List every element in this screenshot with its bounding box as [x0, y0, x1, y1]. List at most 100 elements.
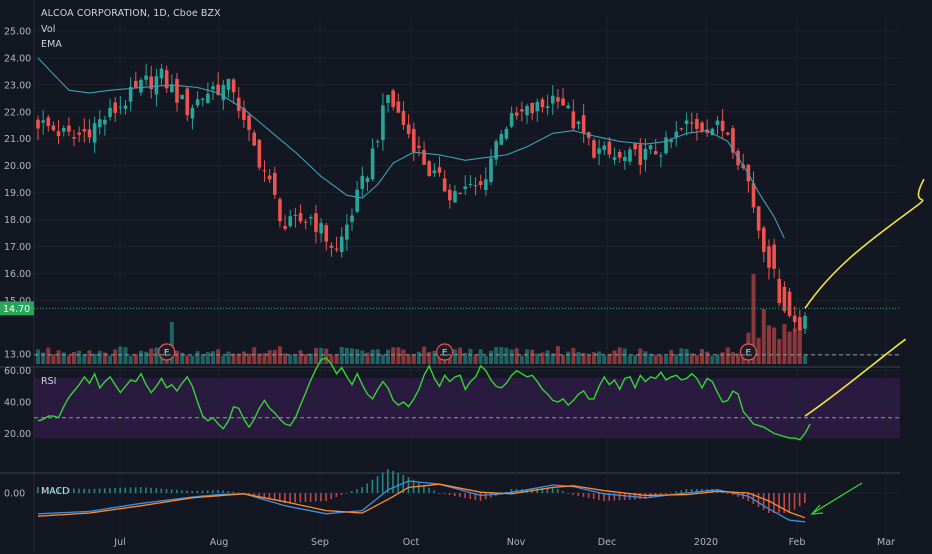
macd-histogram-bar	[103, 488, 106, 493]
candle-body	[520, 109, 524, 112]
volume-bar	[102, 352, 107, 364]
macd-histogram-bar	[289, 493, 291, 503]
volume-bar	[72, 352, 77, 364]
candle-body	[772, 244, 776, 269]
volume-bar	[638, 348, 643, 364]
macd-histogram-bar	[541, 487, 544, 493]
volume-bar	[684, 349, 689, 364]
vol-label: Vol	[41, 24, 56, 35]
volume-bar	[504, 347, 509, 364]
candle-body	[118, 106, 123, 108]
rsi-tick-label: 20.00	[4, 429, 31, 440]
candle-body	[442, 178, 447, 192]
volume-bar	[561, 354, 566, 364]
candle-body	[633, 143, 637, 150]
macd-histogram-bar	[670, 492, 672, 494]
macd-histogram-bar	[603, 493, 605, 501]
macd-histogram-bar	[129, 487, 132, 493]
volume-bar	[344, 347, 349, 364]
volume-bar	[468, 348, 473, 364]
macd-histogram-bar	[695, 489, 698, 493]
candle-body	[350, 215, 354, 222]
candle-body	[653, 151, 658, 155]
volume-bar	[427, 351, 432, 364]
volume-bar	[51, 354, 56, 364]
volume-bar	[319, 348, 324, 364]
volume-bar	[401, 349, 406, 364]
macd-histogram-bar	[618, 493, 621, 501]
macd-histogram-bar	[294, 493, 296, 503]
volume-bar	[715, 354, 720, 364]
macd-histogram-bar	[212, 490, 214, 493]
candle-body	[427, 161, 432, 177]
y-tick-label: 23.00	[4, 80, 31, 91]
macd-histogram-bar	[387, 469, 389, 493]
candle-body	[36, 119, 40, 129]
candle-body	[638, 144, 643, 165]
candle-body	[669, 139, 673, 142]
volume-bar	[622, 348, 627, 364]
macd-histogram-bar	[484, 493, 487, 500]
candle-body	[272, 172, 277, 195]
macd-histogram-bar	[273, 493, 276, 501]
volume-bar	[664, 355, 669, 364]
earnings-marker	[739, 343, 757, 361]
volume-bar	[231, 353, 236, 364]
macd-histogram-bar	[155, 488, 157, 493]
macd-histogram-bar	[438, 493, 441, 494]
macd-histogram-bar	[556, 489, 559, 493]
candle-body	[139, 79, 143, 93]
candle-body	[185, 88, 190, 116]
macd-histogram-bar	[407, 477, 410, 493]
candle-body	[731, 128, 735, 153]
y-tick-label: 17.00	[4, 242, 31, 253]
macd-histogram-bar	[67, 488, 70, 493]
candle-body	[545, 106, 550, 108]
candle-body	[97, 119, 102, 128]
earnings-marker	[436, 343, 454, 361]
volume-bar	[288, 354, 293, 364]
candle-body	[144, 75, 148, 80]
macd-histogram-bar	[201, 490, 204, 493]
volume-bar	[710, 355, 715, 364]
macd-histogram-bar	[335, 493, 338, 497]
candle-body	[463, 186, 468, 190]
candle-body	[556, 97, 560, 102]
candle-body	[314, 213, 318, 232]
volume-bar	[313, 348, 318, 364]
macd-histogram-bar	[196, 490, 199, 493]
candle-body	[41, 120, 45, 123]
macd-histogram-bar	[623, 493, 626, 500]
macd-histogram-bar	[52, 487, 55, 493]
macd-histogram-bar	[680, 490, 683, 493]
macd-histogram-bar	[175, 489, 178, 493]
macd-histogram-bar	[371, 479, 374, 493]
volume-bar	[576, 351, 581, 364]
macd-histogram-bar	[665, 493, 667, 494]
macd-histogram-bar	[489, 493, 492, 498]
macd-histogram-bar	[747, 493, 749, 501]
macd-histogram-bar	[278, 493, 281, 502]
candle-body	[406, 124, 411, 135]
rsi-tick-label: 60.00	[4, 366, 31, 377]
macd-histogram-bar	[804, 493, 806, 503]
volume-bar	[200, 354, 205, 364]
volume-bar	[643, 351, 648, 364]
volume-bar	[550, 353, 555, 364]
macd-histogram-bar	[567, 493, 569, 494]
macd-histogram-bar	[464, 493, 466, 498]
macd-histogram-bar	[330, 493, 333, 499]
candle-body	[617, 151, 622, 158]
rsi-tick-label: 40.00	[4, 398, 31, 409]
candle-body	[494, 141, 498, 160]
candle-body	[612, 157, 617, 160]
candle-body	[375, 141, 380, 143]
volume-bar	[633, 355, 638, 364]
volume-bar	[205, 352, 210, 364]
candle-body	[128, 86, 133, 102]
macd-histogram-bar	[42, 487, 44, 493]
candle-body	[396, 101, 401, 113]
candle-body	[67, 125, 71, 132]
volume-bar	[777, 339, 782, 364]
